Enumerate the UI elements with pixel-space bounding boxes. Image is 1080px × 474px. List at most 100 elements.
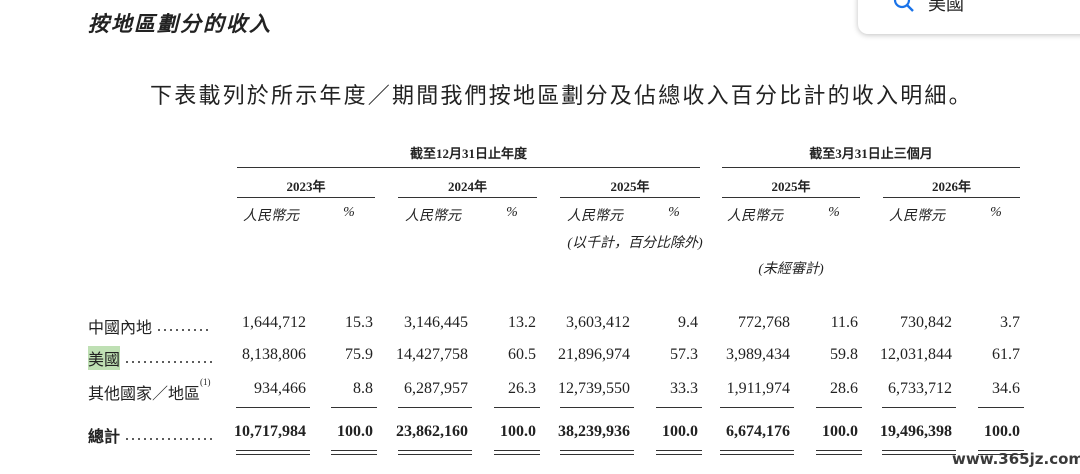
- total-rule: [656, 450, 702, 451]
- total-rule: [978, 454, 1024, 455]
- unit-header: 人民幣元: [567, 209, 623, 224]
- total-rule: [398, 454, 472, 455]
- year-rule: [722, 197, 860, 198]
- year-header: 2026年: [931, 179, 971, 194]
- cell: 6,674,176: [726, 423, 790, 440]
- note-ref: (1): [200, 377, 211, 387]
- units-note: (以千計，百分比除外): [567, 236, 703, 251]
- cell: 57.3: [670, 346, 698, 363]
- section-title: 按地區劃分的收入: [88, 12, 272, 36]
- cell: 11.6: [830, 314, 858, 331]
- total-rule: [978, 450, 1024, 451]
- cell: 13.2: [508, 314, 536, 331]
- intro-text: 下表載列於所示年度／期間我們按地區劃分及佔總收入百分比計的收入明細。: [150, 83, 973, 108]
- search-icon: [893, 0, 914, 12]
- cell: 34.6: [992, 380, 1020, 397]
- year-rule: [237, 197, 375, 198]
- unit-header: %: [828, 205, 840, 220]
- cell: 75.9: [345, 346, 373, 363]
- subtotal-rule: [816, 407, 862, 408]
- cell: 12,739,550: [558, 380, 630, 397]
- unit-header: %: [990, 205, 1002, 220]
- cell: 8.8: [353, 380, 373, 397]
- subtotal-rule: [494, 407, 540, 408]
- year-header: 2023年: [286, 179, 326, 194]
- leader-dots: [124, 361, 212, 363]
- year-rule: [398, 197, 537, 198]
- cell: 19,496,398: [880, 423, 952, 440]
- cell: 21,896,974: [558, 346, 630, 363]
- subtotal-rule: [331, 407, 377, 408]
- leader-dots: [156, 329, 212, 331]
- cell: 100.0: [337, 423, 373, 440]
- cell: 934,466: [254, 380, 306, 397]
- total-rule: [882, 454, 956, 455]
- cell: 10,717,984: [234, 423, 306, 440]
- cell: 28.6: [830, 380, 858, 397]
- cell: 3,989,434: [726, 346, 790, 363]
- unit-header: 人民幣元: [405, 209, 461, 224]
- year-rule: [560, 197, 700, 198]
- cell: 772,768: [738, 314, 790, 331]
- cell: 33.3: [670, 380, 698, 397]
- total-rule: [720, 454, 794, 455]
- year-rule: [883, 197, 1020, 198]
- watermark: www.365jz.com: [946, 448, 1080, 470]
- cell: 59.8: [830, 346, 858, 363]
- total-rule: [816, 454, 862, 455]
- total-rule: [816, 450, 862, 451]
- search-box[interactable]: 美國: [858, 0, 1080, 34]
- unit-header: 人民幣元: [243, 209, 299, 224]
- group-header: 截至12月31日止年度: [409, 146, 527, 161]
- group-header: 截至3月31日止三個月: [809, 146, 933, 161]
- total-rule: [494, 454, 540, 455]
- subtotal-rule: [978, 407, 1024, 408]
- unit-header: %: [668, 205, 680, 220]
- cell: 61.7: [992, 346, 1020, 363]
- subtotal-rule: [656, 407, 702, 408]
- cell: 6,287,957: [404, 380, 468, 397]
- total-rule: [236, 454, 310, 455]
- total-rule: [882, 450, 956, 451]
- cell: 23,862,160: [396, 423, 468, 440]
- cell: 100.0: [662, 423, 698, 440]
- total-rule: [398, 450, 472, 451]
- group-rule: [237, 167, 700, 168]
- cell: 8,138,806: [242, 346, 306, 363]
- cell: 3,603,412: [566, 314, 630, 331]
- subtotal-rule: [720, 407, 794, 408]
- total-rule: [236, 450, 310, 451]
- row-label: 美國: [88, 346, 121, 370]
- cell: 3,146,445: [404, 314, 468, 331]
- total-rule: [720, 450, 794, 451]
- cell: 3.7: [1000, 314, 1020, 331]
- total-rule: [331, 454, 377, 455]
- unit-header: 人民幣元: [889, 209, 945, 224]
- row-label: 其他國家／地區: [88, 386, 201, 403]
- cell: 730,842: [900, 314, 952, 331]
- unit-header: %: [506, 205, 518, 220]
- unit-header: %: [343, 205, 355, 220]
- cell: 14,427,758: [396, 346, 468, 363]
- unit-header: 人民幣元: [727, 209, 783, 224]
- subtotal-rule: [236, 407, 310, 408]
- unaudited-note: (未經審計): [758, 262, 824, 277]
- leader-dots: [124, 438, 212, 440]
- cell: 6,733,712: [888, 380, 952, 397]
- total-rule: [656, 454, 702, 455]
- cell: 1,644,712: [242, 314, 306, 331]
- cell: 100.0: [500, 423, 536, 440]
- cell: 12,031,844: [880, 346, 952, 363]
- cell: 15.3: [345, 314, 373, 331]
- year-header: 2025年: [771, 179, 811, 194]
- cell: 100.0: [822, 423, 858, 440]
- total-rule: [560, 450, 634, 451]
- cell: 38,239,936: [558, 423, 630, 440]
- cell: 100.0: [984, 423, 1020, 440]
- cell: 26.3: [508, 380, 536, 397]
- cell: 9.4: [678, 314, 698, 331]
- cell: 1,911,974: [726, 380, 790, 397]
- row-label: 總計: [88, 429, 121, 446]
- total-rule: [560, 454, 634, 455]
- year-header: 2025年: [610, 179, 650, 194]
